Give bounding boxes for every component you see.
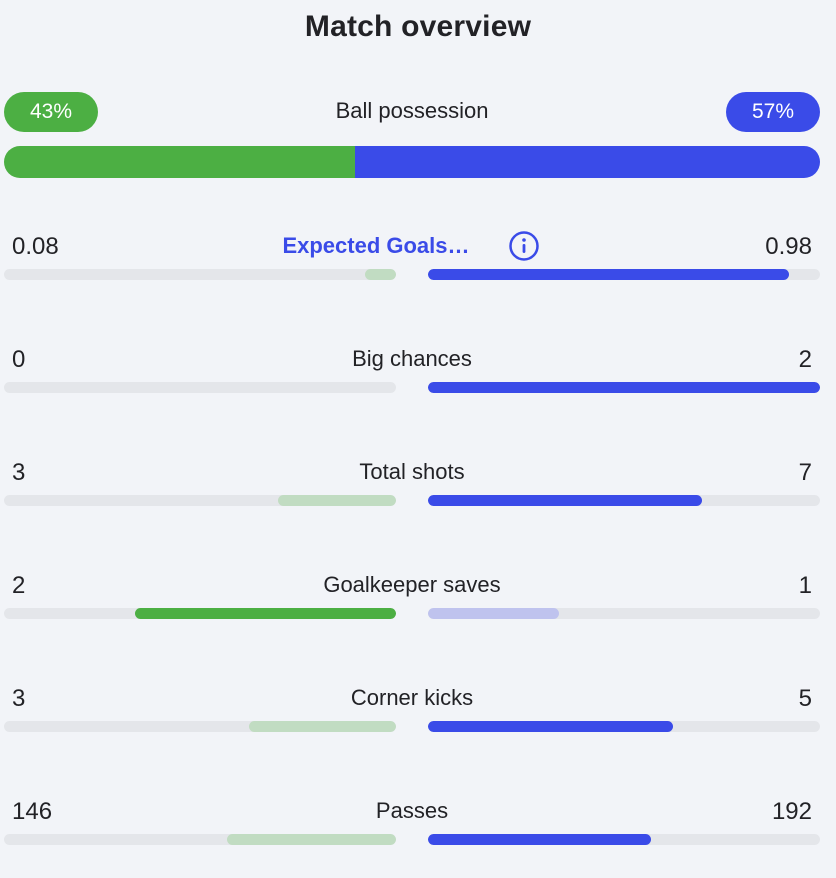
stat-away-track <box>428 495 820 506</box>
stat-home-value: 146 <box>12 798 53 825</box>
info-icon[interactable] <box>508 230 540 262</box>
stat-away-value: 7 <box>798 459 812 486</box>
away-possession-badge: 57% <box>726 92 820 132</box>
stat-label-total-shots: Total shots <box>359 459 465 484</box>
stat-home-bar <box>249 721 396 732</box>
possession-bar-home <box>4 146 355 178</box>
stat-home-track <box>4 495 396 506</box>
possession-bar <box>4 146 820 178</box>
stat-away-value: 5 <box>798 685 812 712</box>
stat-home-track <box>4 382 396 393</box>
stat-away-track <box>428 721 820 732</box>
stat-row-xg: 0.08 Expected Goals… 0.98 <box>0 230 836 312</box>
stat-home-track <box>4 269 396 280</box>
stat-label-big-chances: Big chances <box>352 346 472 371</box>
page-title: Match overview <box>304 10 532 43</box>
stat-away-track <box>428 834 820 845</box>
stat-away-bar <box>428 721 673 732</box>
stat-home-value: 0 <box>12 346 26 373</box>
stat-away-value: 0.98 <box>765 233 812 260</box>
stat-away-bar <box>428 269 789 280</box>
stat-away-value: 1 <box>798 572 812 599</box>
stat-home-bar <box>226 834 396 845</box>
stat-row-goalkeeper-saves: 2 Goalkeeper saves 1 <box>0 571 836 651</box>
stat-away-track <box>428 382 820 393</box>
stat-away-value: 192 <box>771 798 812 825</box>
stat-away-track <box>428 608 820 619</box>
stat-away-value: 2 <box>798 346 812 373</box>
stat-label-corner-kicks: Corner kicks <box>350 685 474 710</box>
stat-label-goalkeeper-saves: Goalkeeper saves <box>323 572 501 597</box>
stat-home-bar <box>134 608 396 619</box>
stat-row-big-chances: 0 Big chances 2 <box>0 345 836 425</box>
stat-home-bar <box>278 495 396 506</box>
stat-row-corner-kicks: 3 Corner kicks 5 <box>0 684 836 764</box>
stat-home-track <box>4 721 396 732</box>
stat-away-bar <box>428 608 559 619</box>
home-possession-badge: 43% <box>4 92 98 132</box>
stat-label-xg[interactable]: Expected Goals… <box>282 233 470 258</box>
stat-away-bar <box>428 834 651 845</box>
stat-away-bar <box>428 382 820 393</box>
stat-home-bar <box>364 269 396 280</box>
stat-home-value: 2 <box>12 572 26 599</box>
possession-bar-away <box>354 146 820 178</box>
stat-row-passes: 146 Passes 192 <box>0 797 836 877</box>
possession-label: Ball possession <box>335 98 489 123</box>
stat-row-total-shots: 3 Total shots 7 <box>0 458 836 538</box>
stat-home-track <box>4 834 396 845</box>
stat-home-track <box>4 608 396 619</box>
stat-away-track <box>428 269 820 280</box>
stat-home-value: 3 <box>12 685 26 712</box>
stat-home-value: 3 <box>12 459 26 486</box>
stat-home-value: 0.08 <box>12 233 59 260</box>
stat-away-bar <box>428 495 703 506</box>
stat-label-passes: Passes <box>375 798 449 823</box>
